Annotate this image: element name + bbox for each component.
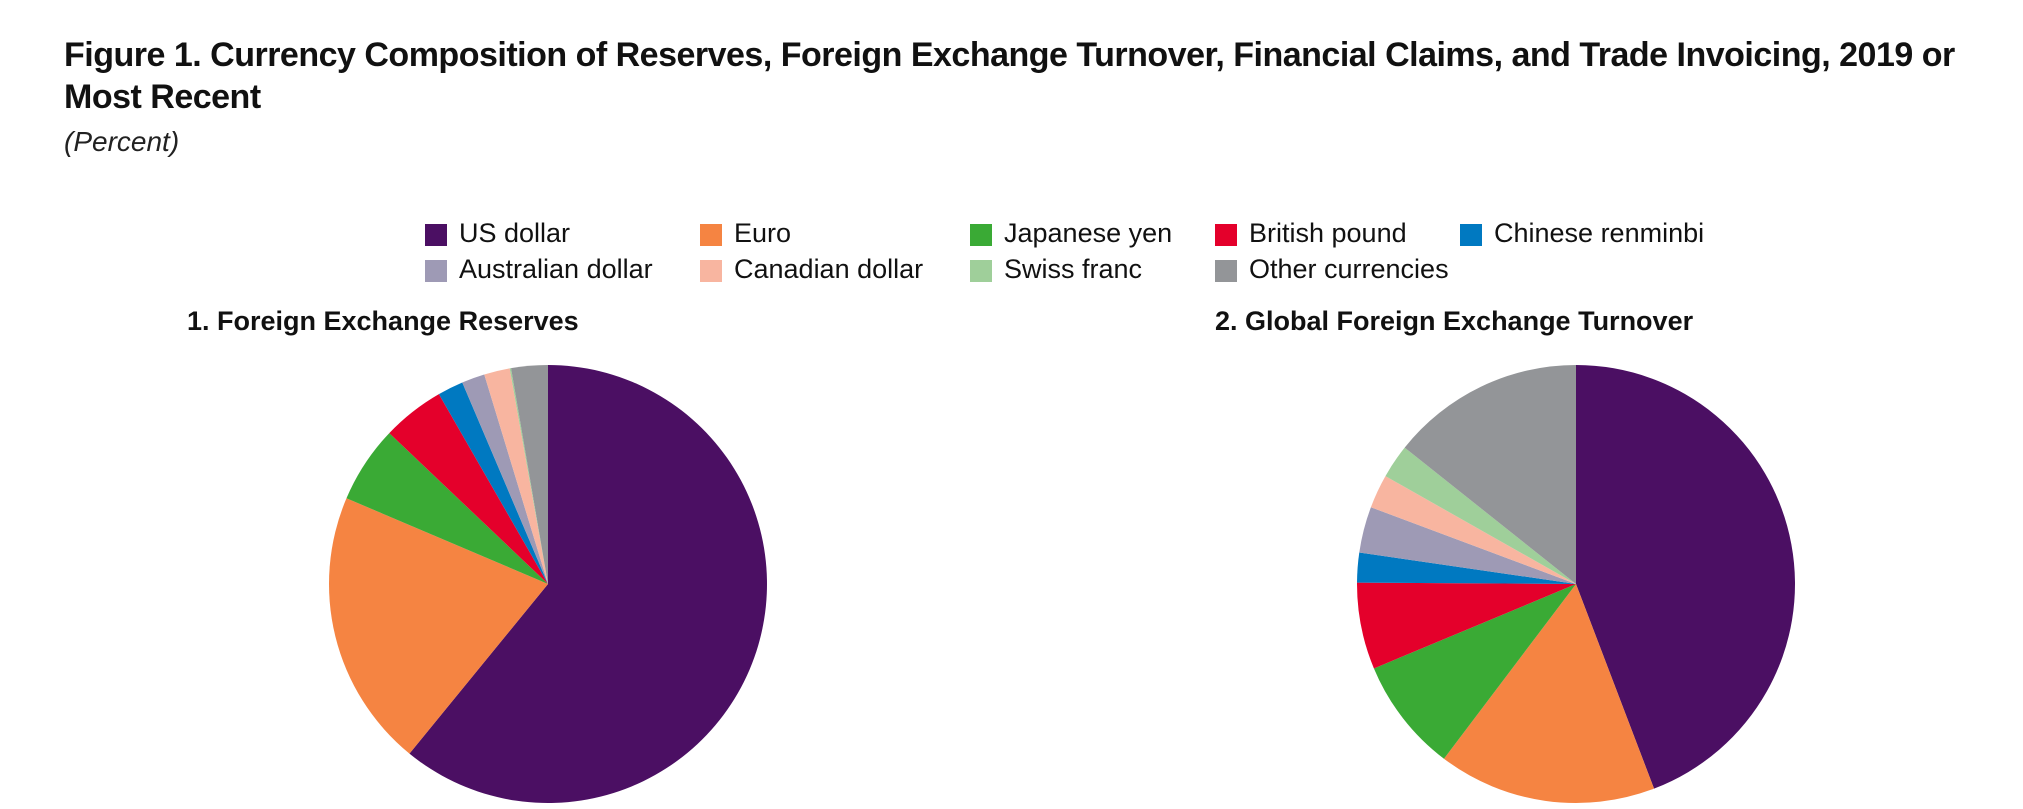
pie-slice xyxy=(409,365,767,804)
pie-slice xyxy=(1373,584,1576,759)
legend-label: Swiss franc xyxy=(1004,254,1142,284)
pie-slice xyxy=(484,368,548,584)
pie-slice xyxy=(438,382,548,584)
chart-title: 1. Foreign Exchange Reserves xyxy=(187,306,579,336)
legend-swatch xyxy=(970,260,992,282)
pie-slice xyxy=(1356,582,1576,669)
legend-label: US dollar xyxy=(459,218,570,248)
legend-label: Other currencies xyxy=(1249,254,1449,284)
chart-title: 2. Global Foreign Exchange Turnover xyxy=(1215,306,1694,336)
legend-label: Australian dollar xyxy=(459,254,653,284)
legend-swatch xyxy=(1215,260,1237,282)
pie-slice xyxy=(329,498,548,754)
legend-swatch xyxy=(700,260,722,282)
pie-slice xyxy=(511,365,548,584)
figure-title: Figure 1. Currency Composition of Reserv… xyxy=(64,36,1955,116)
pie-slice xyxy=(509,368,548,584)
pie-slice xyxy=(1404,365,1576,584)
pie-slice xyxy=(1443,584,1655,803)
legend-label: Canadian dollar xyxy=(734,254,923,284)
pie-slice xyxy=(1370,476,1576,584)
legend-label: Euro xyxy=(734,218,791,248)
legend-label: British pound xyxy=(1249,218,1407,248)
legend-swatch xyxy=(700,224,722,246)
legend-label: Japanese yen xyxy=(1004,218,1172,248)
pie-slice xyxy=(1385,447,1576,584)
pie-slice xyxy=(389,394,548,584)
figure-subtitle: (Percent) xyxy=(64,126,180,157)
pie-slice xyxy=(346,433,548,584)
legend-swatch xyxy=(425,260,447,282)
pie-slice xyxy=(1576,365,1795,789)
legend-label: Chinese renminbi xyxy=(1494,218,1704,248)
legend-swatch xyxy=(425,224,447,246)
pie-slice xyxy=(1357,552,1576,584)
legend-swatch xyxy=(1215,224,1237,246)
pie-slice xyxy=(462,374,548,584)
pie-slice xyxy=(1359,507,1576,584)
legend-swatch xyxy=(970,224,992,246)
legend-swatch xyxy=(1460,224,1482,246)
